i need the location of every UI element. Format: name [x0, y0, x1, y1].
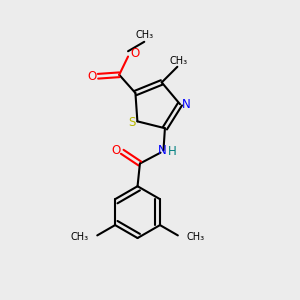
- Text: N: N: [158, 144, 166, 157]
- Text: O: O: [130, 47, 139, 60]
- Text: N: N: [182, 98, 191, 111]
- Text: O: O: [87, 70, 96, 83]
- Text: CH₃: CH₃: [187, 232, 205, 242]
- Text: H: H: [168, 145, 177, 158]
- Text: CH₃: CH₃: [135, 30, 153, 40]
- Text: CH₃: CH₃: [70, 232, 88, 242]
- Text: CH₃: CH₃: [170, 56, 188, 67]
- Text: S: S: [128, 116, 136, 129]
- Text: O: O: [111, 144, 120, 157]
